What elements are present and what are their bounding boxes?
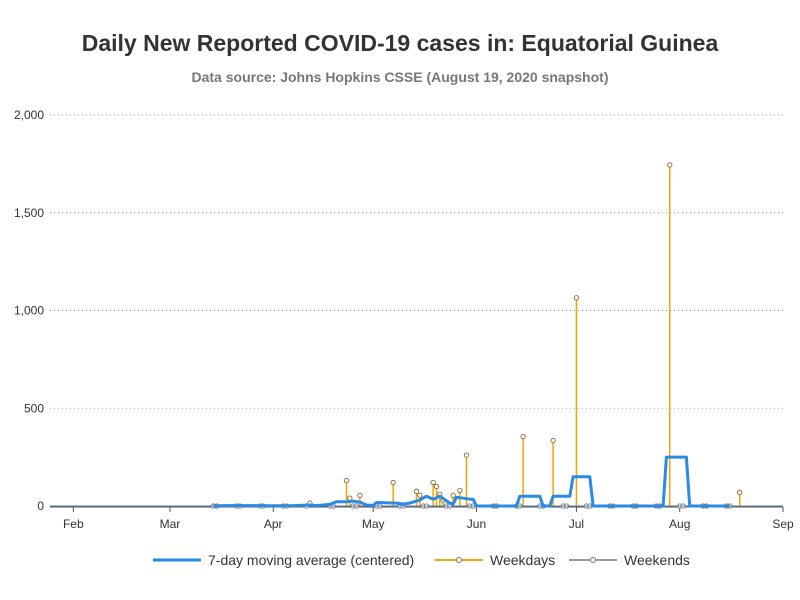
chart-subtitle: Data source: Johns Hopkins CSSE (August …	[191, 69, 609, 85]
weekday-marker	[550, 437, 556, 444]
legend-item: 7-day moving average (centered)	[153, 552, 414, 568]
weekday-marker	[390, 479, 396, 486]
legend-label: Weekends	[624, 552, 690, 568]
weekday-marker	[417, 492, 423, 498]
x-tick-label: Mar	[160, 517, 181, 531]
y-tick-label: 2,000	[14, 108, 44, 122]
x-tick-label: May	[362, 517, 385, 531]
x-tick-label: Apr	[264, 517, 283, 531]
moving-average-line	[213, 455, 730, 508]
y-tick-label: 1,000	[14, 304, 44, 318]
y-tick-label: 500	[24, 401, 44, 415]
weekday-marker	[573, 295, 580, 301]
weekday-marker	[737, 489, 743, 495]
legend-label: Weekdays	[490, 552, 555, 568]
y-tick-label: 0	[37, 499, 44, 513]
weekday-marker	[520, 433, 526, 440]
weekday-marker	[430, 479, 436, 486]
weekday-marker	[450, 492, 456, 498]
weekday-marker	[357, 492, 363, 498]
x-tick-label: Sep	[772, 517, 794, 531]
weekday-marker	[413, 488, 420, 494]
x-tick-label: Feb	[63, 517, 84, 531]
y-tick-label: 1,500	[14, 206, 44, 220]
legend-label: 7-day moving average (centered)	[208, 552, 414, 568]
legend-item: Weekdays	[435, 552, 555, 568]
x-tick-label: Aug	[669, 517, 690, 531]
x-tick-label: Jul	[569, 517, 584, 531]
x-tick-label: Jun	[467, 517, 486, 531]
weekday-marker	[463, 452, 470, 458]
legend-item: Weekends	[569, 552, 690, 568]
weekday-marker	[343, 477, 350, 484]
legend-marker	[590, 557, 596, 563]
chart-title: Daily New Reported COVID-19 cases in: Eq…	[81, 30, 719, 56]
legend-marker	[456, 557, 462, 563]
weekday-marker	[433, 483, 440, 490]
weekday-marker	[347, 495, 353, 501]
weekday-marker	[457, 487, 463, 494]
weekday-marker	[667, 162, 673, 168]
